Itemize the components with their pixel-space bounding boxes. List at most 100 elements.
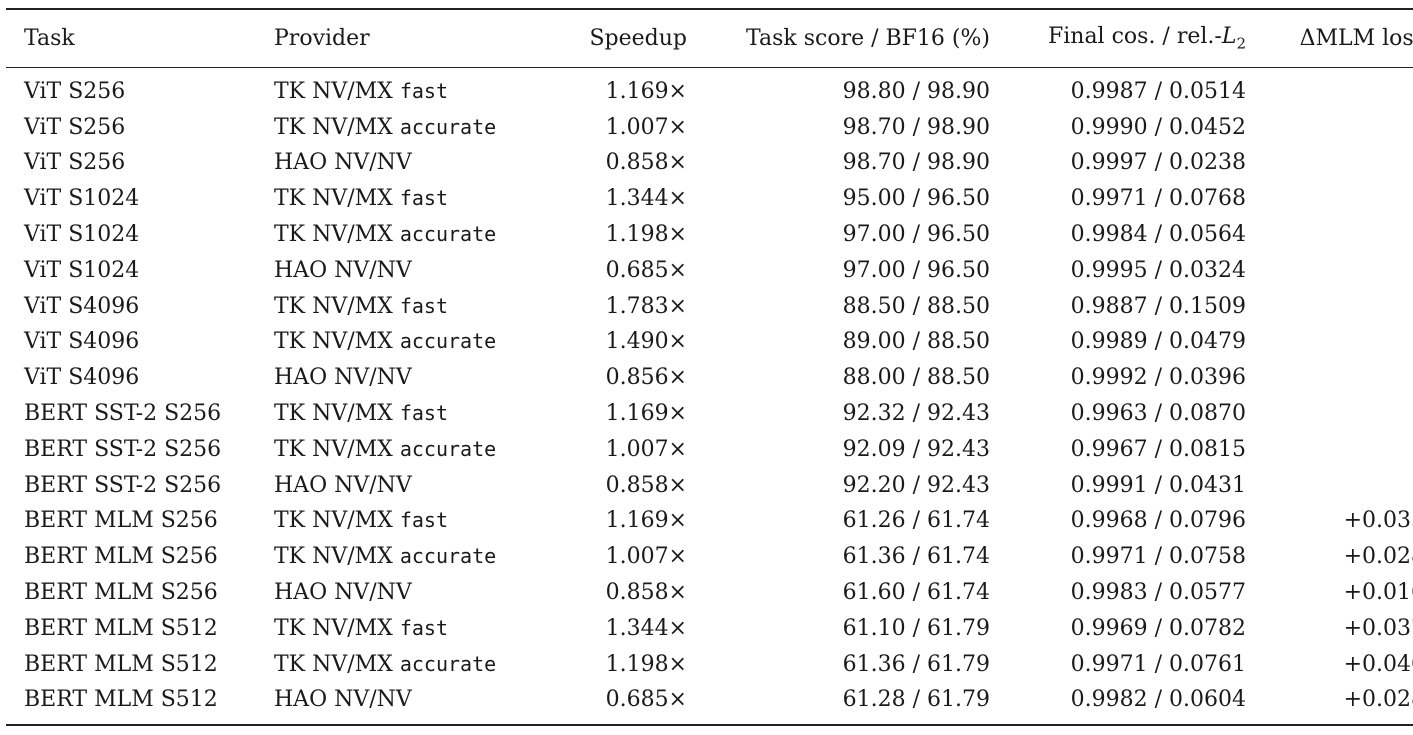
provider-cell: TK NV/MX accurate [274,539,544,575]
task-score-cell: 95.00 / 96.50 [842,186,990,212]
provider-cell: HAO NV/NV [274,253,544,289]
final-cos-cell: 0.9989 / 0.0479 [1070,329,1246,355]
final-cos-cell: 0.9887 / 0.1509 [1070,293,1246,319]
mlm-loss-cell: – [1246,110,1413,146]
table-row: ViT S256 HAO NV/NV 0.858× 98.70 / 98.90 0.99… [6,146,1413,182]
table-row: ViT S4096 TK NV/MX fast 1.783× 88.50 / 88.5… [6,289,1413,325]
final-cos-cell: 0.9971 / 0.0758 [1070,544,1246,570]
speedup-cell: 0.685× [605,257,687,283]
provider-name: TK NV/MX [274,651,400,677]
provider-cell: TK NV/MX accurate [274,647,544,683]
task-score-cell: 97.00 / 96.50 [842,222,990,248]
speedup-cell: 1.344× [605,615,687,641]
provider-mode: accurate [399,544,497,569]
header-speedup: Speedup [589,25,687,51]
task-score-cell: 61.10 / 61.79 [842,615,990,641]
task-cell: ViT S256 [24,114,126,140]
speedup-cell: 1.169× [605,401,687,427]
task-cell: BERT MLM S512 [24,615,218,641]
task-cell: ViT S4096 [24,365,140,391]
provider-name: TK NV/MX [274,436,400,462]
final-cos-cell: 0.9968 / 0.0796 [1070,508,1246,534]
provider-mode: fast [399,293,449,318]
provider-cell: TK NV/MX accurate [274,325,544,361]
table-row: BERT MLM S256 TK NV/MX fast 1.169× 61.26 / … [6,504,1413,540]
final-cos-cell: 0.9971 / 0.0761 [1070,651,1246,677]
provider-mode: accurate [399,222,497,247]
task-score-cell: 98.70 / 98.90 [842,150,990,176]
task-cell: BERT MLM S256 [24,508,218,534]
final-cos-cell: 0.9982 / 0.0604 [1070,687,1246,713]
final-cos-cell: 0.9995 / 0.0324 [1070,257,1246,283]
mlm-loss-cell: – [1246,181,1413,217]
provider-name: TK NV/MX [274,401,400,427]
speedup-cell: 0.858× [605,580,687,606]
task-score-cell: 92.32 / 92.43 [842,401,990,427]
task-cell: BERT MLM S256 [24,544,218,570]
provider-name: HAO NV/NV [274,472,412,498]
task-cell: ViT S4096 [24,329,140,355]
mlm-loss-cell: – [1246,68,1413,110]
provider-cell: TK NV/MX fast [274,504,544,540]
task-score-cell: 98.80 / 98.90 [842,78,990,104]
task-cell: ViT S1024 [24,186,140,212]
table-row: BERT MLM S512 TK NV/MX accurate 1.198× 61.3… [6,647,1413,683]
provider-cell: TK NV/MX accurate [274,432,544,468]
mlm-loss-cell: – [1246,360,1413,396]
table-row: BERT MLM S512 TK NV/MX fast 1.344× 61.10 / … [6,611,1413,647]
task-score-cell: 88.50 / 88.50 [842,293,990,319]
speedup-cell: 0.685× [605,687,687,713]
provider-name: HAO NV/NV [274,150,412,176]
speedup-cell: 1.169× [605,508,687,534]
task-score-cell: 61.60 / 61.74 [842,580,990,606]
task-score-cell: 98.70 / 98.90 [842,114,990,140]
mlm-loss-cell: – [1246,289,1413,325]
provider-name: HAO NV/NV [274,257,412,283]
table-row: BERT MLM S512 HAO NV/NV 0.685× 61.28 / 61.7… [6,683,1413,726]
task-score-cell: 61.26 / 61.74 [842,508,990,534]
provider-cell: TK NV/MX fast [274,289,544,325]
final-cos-cell: 0.9969 / 0.0782 [1070,615,1246,641]
provider-mode: fast [399,401,449,426]
provider-cell: TK NV/MX fast [274,611,544,647]
table-row: ViT S256 TK NV/MX fast 1.169× 98.80 / 98.90… [6,68,1413,110]
mlm-loss-cell: +0.040 [1343,651,1413,677]
speedup-cell: 1.007× [605,436,687,462]
provider-mode: fast [399,78,449,103]
mlm-loss-cell: – [1246,432,1413,468]
task-cell: ViT S4096 [24,293,140,319]
speedup-cell: 0.858× [605,150,687,176]
task-cell: BERT SST-2 S256 [24,436,222,462]
provider-cell: TK NV/MX fast [274,68,544,110]
task-cell: ViT S256 [24,78,126,104]
task-score-cell: 92.09 / 92.43 [842,436,990,462]
final-cos-cell: 0.9990 / 0.0452 [1070,114,1246,140]
table-row: ViT S256 TK NV/MX accurate 1.007× 98.70 / 9… [6,110,1413,146]
mlm-loss-cell: – [1246,468,1413,504]
mlm-loss-cell: +0.035 [1343,508,1413,534]
task-score-cell: 97.00 / 96.50 [842,257,990,283]
provider-cell: TK NV/MX accurate [274,110,544,146]
task-cell: ViT S256 [24,150,126,176]
task-cell: ViT S1024 [24,222,140,248]
header-final-cos-text: Final cos. / rel.- [1047,23,1222,49]
table-row: BERT MLM S256 TK NV/MX accurate 1.007× 61.3… [6,539,1413,575]
final-cos-cell: 0.9987 / 0.0514 [1070,78,1246,104]
speedup-cell: 1.007× [605,114,687,140]
speedup-cell: 1.198× [605,651,687,677]
provider-cell: HAO NV/NV [274,360,544,396]
provider-name: TK NV/MX [274,544,400,570]
task-cell: BERT SST-2 S256 [24,401,222,427]
provider-name: TK NV/MX [274,222,400,248]
task-score-cell: 89.00 / 88.50 [842,329,990,355]
mlm-loss-cell: +0.016 [1343,580,1413,606]
table-row: ViT S4096 HAO NV/NV 0.856× 88.00 / 88.50 0.9… [6,360,1413,396]
provider-name: HAO NV/NV [274,580,412,606]
mlm-loss-cell: +0.028 [1343,687,1413,713]
results-table: Task Provider Speedup Task score / BF16 … [6,8,1413,726]
task-cell: BERT SST-2 S256 [24,472,222,498]
provider-cell: HAO NV/NV [274,575,544,611]
header-mlm-loss: ΔMLM loss [1299,25,1413,51]
header-l2-subscript: 2 [1236,34,1246,53]
